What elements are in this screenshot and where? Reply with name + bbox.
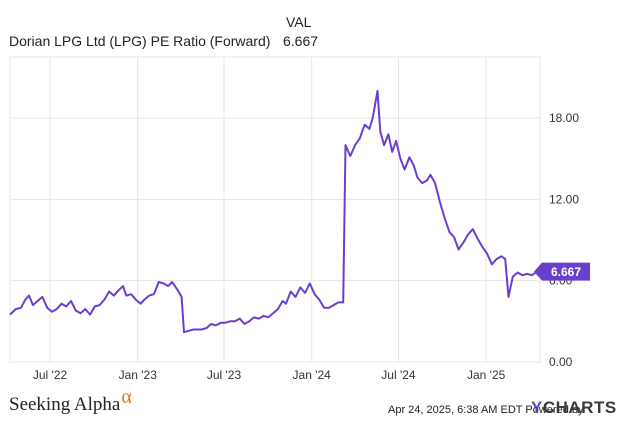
footer-timestamp-line: Apr 24, 2025, 6:38 AM EDT Powered by	[388, 404, 583, 416]
plot-area-frame	[9, 56, 541, 363]
seeking-alpha-wordmark: Seeking Alpha	[9, 394, 121, 415]
x-tick-label: Jan '24	[293, 368, 332, 382]
footer-powered-by: Powered by	[525, 404, 584, 416]
last-value-label: 6.667	[551, 265, 581, 279]
series-current-value: 6.667	[283, 33, 319, 49]
x-tick-label: Jul '22	[33, 368, 68, 382]
x-tick-label: Jul '23	[207, 368, 242, 382]
ycharts-logo: YCHARTS	[531, 398, 617, 418]
y-tick-label: 18.00	[549, 111, 579, 125]
x-tick-label: Jan '25	[467, 368, 506, 382]
x-tick-label: Jul '24	[381, 368, 416, 382]
series-name: Dorian LPG Ltd (LPG) PE Ratio (Forward)	[9, 33, 271, 49]
ycharts-y-mark: Y	[531, 398, 543, 417]
seeking-alpha-logo: Seeking Alphaα	[9, 386, 132, 416]
footer-timestamp: Apr 24, 2025, 6:38 AM EDT	[388, 404, 523, 416]
x-tick-label: Jan '23	[119, 368, 158, 382]
y-tick-label: 12.00	[549, 192, 579, 206]
last-value-badge	[534, 262, 590, 281]
ycharts-wordmark: CHARTS	[542, 398, 617, 417]
alpha-symbol-icon: α	[121, 386, 132, 408]
header-column-label: VAL	[286, 14, 312, 30]
series-line	[9, 89, 541, 334]
y-tick-label: 0.00	[549, 355, 573, 369]
